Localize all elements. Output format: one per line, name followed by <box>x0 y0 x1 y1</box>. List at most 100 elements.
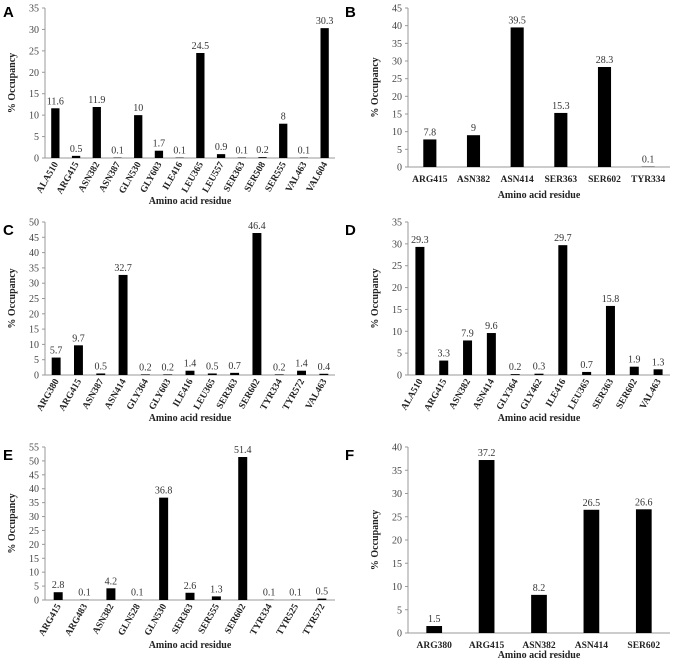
y-tick-label: 35 <box>29 4 39 15</box>
y-tick-label: 0 <box>34 596 39 607</box>
y-axis-title: % Occupancy <box>7 493 18 553</box>
x-axis-title: Amino acid residue <box>149 640 232 651</box>
value-label: 0.3 <box>533 362 546 373</box>
value-label: 0.2 <box>273 362 286 373</box>
y-tick-label: 40 <box>392 21 402 32</box>
y-tick-label: 40 <box>29 248 39 259</box>
value-label: 28.3 <box>596 55 614 66</box>
y-tick-label: 10 <box>392 127 402 138</box>
value-label: 1.4 <box>295 359 308 370</box>
bar <box>51 357 61 375</box>
panel-label: E <box>3 447 13 464</box>
y-tick-label: 25 <box>392 74 402 85</box>
y-tick-label: 10 <box>29 340 39 351</box>
bar <box>531 594 547 633</box>
panel-label: D <box>345 222 356 239</box>
y-tick-label: 30 <box>29 512 39 523</box>
value-label: 46.4 <box>248 221 266 232</box>
x-tick-label: ASN414 <box>472 377 497 411</box>
bar <box>185 370 195 375</box>
x-tick-label: SER363 <box>591 377 616 411</box>
x-tick-label: GLN528 <box>117 602 143 637</box>
value-label: 0.1 <box>642 155 655 166</box>
bar <box>439 360 449 375</box>
y-tick-label: 20 <box>392 92 402 103</box>
value-label: 3.3 <box>437 349 450 360</box>
x-tick-label: TYR334 <box>249 602 275 637</box>
value-label: 0.5 <box>316 587 329 598</box>
x-tick-label: ARG483 <box>64 602 90 638</box>
value-label: 0.5 <box>95 361 108 372</box>
y-tick-label: 35 <box>392 466 402 477</box>
y-tick-label: 25 <box>392 261 402 272</box>
value-label: 32.7 <box>114 263 132 274</box>
bar <box>185 592 195 600</box>
x-tick-label: ARG380 <box>417 641 453 651</box>
panel-label: A <box>3 4 14 21</box>
x-tick-label: ASN382 <box>91 602 116 636</box>
value-label: 15.8 <box>602 294 620 305</box>
x-tick-label: ASN414 <box>501 175 535 185</box>
bar <box>297 370 306 375</box>
x-tick-label: ARG415 <box>58 377 84 413</box>
value-label: 7.8 <box>424 127 437 138</box>
x-tick-label: SER363 <box>544 175 577 185</box>
bar <box>196 53 205 158</box>
value-label: 1.4 <box>184 359 197 370</box>
bar <box>71 155 81 158</box>
y-tick-label: 20 <box>29 540 39 551</box>
value-label: 26.6 <box>635 497 653 508</box>
bar <box>463 340 473 375</box>
x-tick-label: LEU365 <box>567 377 593 411</box>
x-tick-label: VAL463 <box>638 377 663 411</box>
y-tick-label: 40 <box>392 443 402 454</box>
value-label: 39.5 <box>508 15 526 26</box>
y-tick-label: 15 <box>392 559 402 570</box>
value-label: 0.2 <box>161 362 174 373</box>
x-tick-label: ARG415 <box>37 602 63 638</box>
value-label: 0.1 <box>263 588 276 599</box>
bar <box>140 374 150 375</box>
y-axis-title: % Occupancy <box>7 53 18 113</box>
value-label: 0.7 <box>580 360 593 371</box>
bar <box>635 509 652 633</box>
value-label: 37.2 <box>478 448 496 459</box>
bar <box>486 333 496 375</box>
value-label: 10 <box>133 103 143 114</box>
y-tick-label: 45 <box>29 233 39 244</box>
bar <box>319 373 329 375</box>
y-tick-label: 15 <box>29 325 39 336</box>
y-tick-label: 30 <box>29 279 39 290</box>
x-tick-label: SER363 <box>171 602 196 636</box>
x-tick-label: TYR334 <box>631 175 666 185</box>
bar <box>163 374 173 375</box>
y-tick-label: 20 <box>29 309 39 320</box>
y-tick-label: 5 <box>34 582 39 593</box>
bar <box>582 371 592 375</box>
bar <box>534 373 544 375</box>
value-label: 0.5 <box>70 144 83 155</box>
x-tick-label: SER602 <box>223 602 248 636</box>
y-axis-title: % Occupancy <box>7 268 18 328</box>
value-label: 15.3 <box>552 101 570 112</box>
value-label: 29.7 <box>554 233 572 244</box>
x-tick-label: GLY364 <box>495 377 521 412</box>
x-axis-title: Amino acid residue <box>498 413 581 424</box>
y-tick-label: 25 <box>29 526 39 537</box>
bar <box>605 305 615 375</box>
y-tick-label: 35 <box>29 263 39 274</box>
y-tick-label: 0 <box>397 629 402 640</box>
bar <box>258 157 267 158</box>
y-tick-label: 15 <box>392 305 402 316</box>
y-tick-label: 10 <box>392 327 402 338</box>
y-tick-label: 15 <box>29 89 39 100</box>
y-tick-label: 30 <box>29 25 39 36</box>
y-axis-title: % Occupancy <box>370 268 381 328</box>
y-tick-label: 45 <box>392 4 402 15</box>
bar <box>653 369 663 375</box>
bar <box>466 135 481 167</box>
value-label: 11.6 <box>47 96 64 107</box>
value-label: 0.9 <box>215 142 228 153</box>
x-tick-label: ARG415 <box>469 641 505 651</box>
